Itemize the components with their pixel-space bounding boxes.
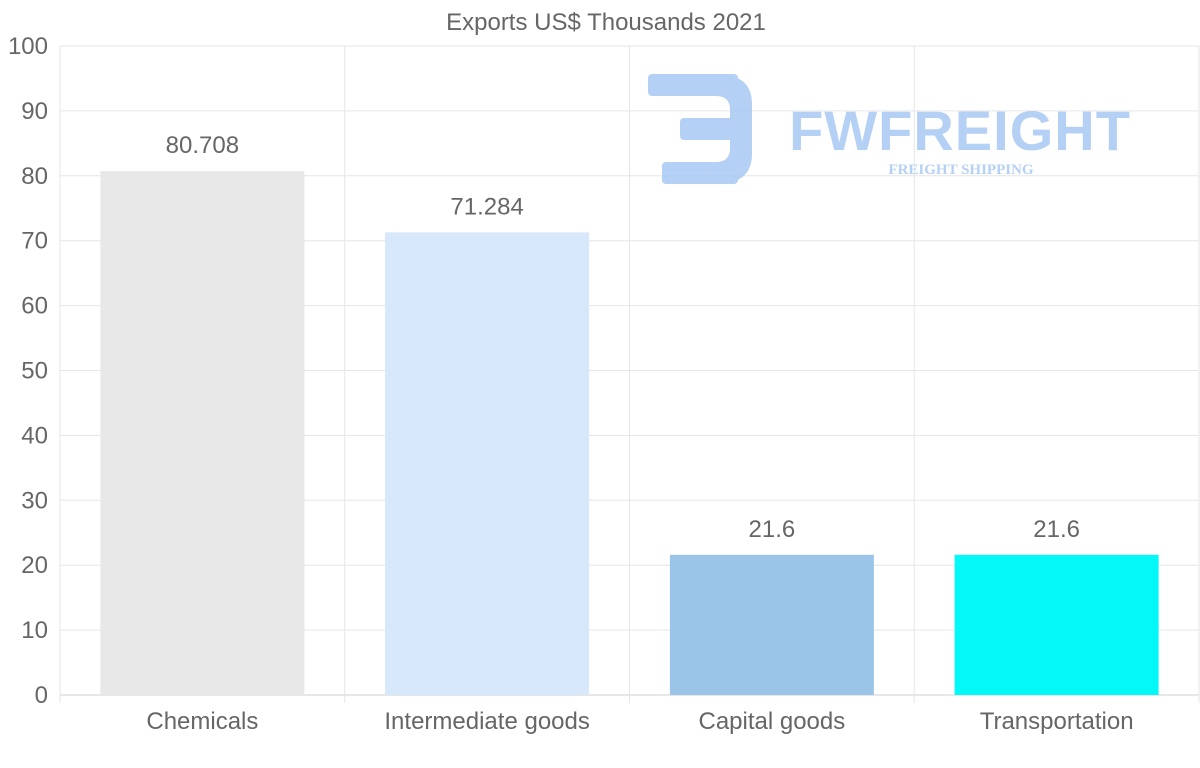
bar-transportation — [954, 554, 1159, 695]
watermark-brand-text: FWFREIGHT — [789, 99, 1131, 162]
bars — [100, 171, 1159, 696]
y-tick-label: 10 — [21, 617, 48, 644]
chart-title: Exports US$ Thousands 2021 — [446, 9, 766, 36]
data-labels: 80.708 71.284 21.6 21.6 — [166, 132, 1080, 543]
fwfreight-watermark: FWFREIGHT FREIGHT SHIPPING — [648, 74, 1131, 184]
data-label: 80.708 — [166, 132, 239, 159]
y-tick-label: 20 — [21, 552, 48, 579]
data-label: 21.6 — [1033, 516, 1080, 543]
y-tick-label: 80 — [21, 163, 48, 190]
x-tick-label: Capital goods — [698, 708, 845, 735]
x-tick-label: Transportation — [980, 708, 1134, 735]
x-tick-label: Chemicals — [146, 708, 258, 735]
data-label: 71.284 — [450, 193, 523, 220]
y-tick-label: 100 — [8, 33, 48, 60]
y-tick-label: 90 — [21, 98, 48, 125]
y-tick-label: 30 — [21, 487, 48, 514]
y-tick-label: 70 — [21, 228, 48, 255]
y-tick-label: 50 — [21, 358, 48, 385]
bar-chemicals — [100, 171, 305, 695]
data-label: 21.6 — [749, 516, 796, 543]
y-tick-label: 60 — [21, 293, 48, 320]
fwfreight-logo-icon — [648, 74, 752, 184]
bar-intermediate-goods — [385, 232, 590, 696]
x-axis-ticks: Chemicals Intermediate goods Capital goods… — [146, 708, 1133, 735]
bar-capital-goods — [669, 554, 874, 695]
y-tick-label: 0 — [35, 682, 48, 709]
y-tick-label: 40 — [21, 422, 48, 449]
y-axis-ticks: 0 10 20 30 40 50 60 70 80 90 100 — [8, 33, 48, 709]
watermark-tagline-text: FREIGHT SHIPPING — [888, 162, 1033, 178]
x-tick-label: Intermediate goods — [384, 708, 589, 735]
